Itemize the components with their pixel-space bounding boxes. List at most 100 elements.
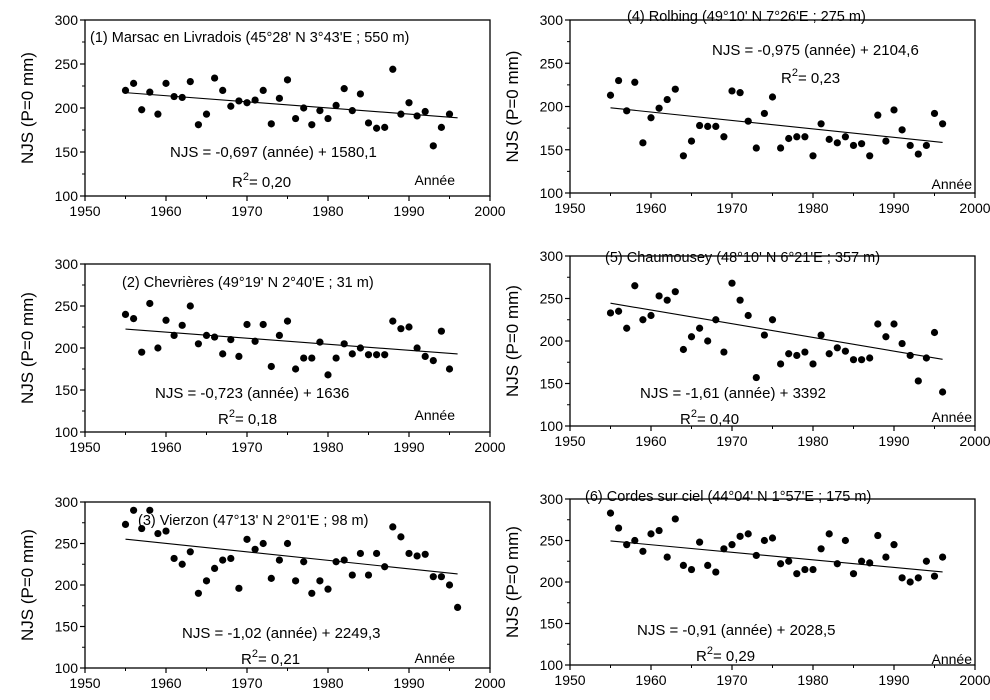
x-tick-label: 1960	[150, 675, 181, 691]
r-squared-label: R2= 0,21	[241, 648, 300, 668]
data-point	[275, 556, 283, 564]
y-tick-label: 200	[540, 99, 564, 115]
data-point	[267, 574, 275, 582]
data-point	[170, 92, 178, 101]
data-point	[647, 530, 655, 538]
data-point	[121, 520, 130, 529]
data-point	[381, 563, 389, 571]
data-point	[429, 357, 437, 365]
x-tick-label: 2000	[474, 203, 505, 219]
data-point	[720, 545, 728, 553]
x-tick-label: 1990	[878, 433, 909, 449]
data-point	[922, 354, 931, 362]
data-point	[413, 112, 421, 120]
y-axis-label: NJS (P=0 mm)	[18, 52, 37, 164]
trend-line	[610, 540, 943, 573]
data-point	[785, 350, 793, 358]
data-point	[777, 560, 785, 568]
data-point	[300, 354, 308, 362]
data-point	[809, 360, 817, 368]
data-point	[194, 589, 202, 597]
y-tick-label: 200	[540, 333, 564, 349]
y-tick-label: 300	[540, 248, 564, 264]
data-point	[211, 564, 219, 573]
data-point	[283, 317, 292, 325]
data-point	[663, 296, 671, 304]
data-point	[606, 509, 615, 517]
data-point	[389, 523, 397, 531]
data-point	[858, 140, 866, 148]
data-point	[833, 560, 841, 568]
data-point	[381, 351, 389, 359]
data-point	[817, 120, 825, 128]
data-point	[744, 530, 752, 538]
data-point	[405, 323, 413, 331]
x-tick-label: 1950	[69, 203, 100, 219]
data-point	[138, 348, 146, 356]
data-point	[373, 351, 381, 359]
x-tick-label: 1950	[554, 433, 585, 449]
data-point	[162, 79, 170, 87]
data-point	[324, 585, 332, 593]
data-point	[389, 65, 397, 73]
data-point	[631, 536, 639, 545]
data-point	[768, 534, 777, 542]
x-tick-label: 1960	[635, 200, 666, 216]
y-tick-label: 150	[55, 619, 79, 635]
data-point	[687, 565, 696, 574]
data-point	[202, 110, 211, 118]
data-point	[623, 107, 631, 115]
data-point	[373, 549, 381, 558]
x-tick-label: 1980	[797, 433, 828, 449]
data-point	[906, 141, 914, 150]
x-tick-label: 1960	[150, 439, 181, 455]
data-point	[146, 299, 154, 308]
data-point	[704, 561, 712, 570]
data-point	[914, 377, 922, 385]
regression-equation: NJS = -0,91 (année) + 2028,5	[637, 622, 835, 639]
data-point	[348, 350, 356, 358]
data-point	[259, 539, 267, 548]
r-squared-value: = 0,20	[249, 174, 291, 191]
panel-5: 1950 1960 1970 1980 1990 2000 100 150 200 250 300 N…	[503, 248, 990, 449]
data-point	[437, 327, 445, 335]
data-point	[130, 79, 138, 87]
data-point	[259, 86, 267, 94]
data-point	[866, 152, 874, 160]
y-tick-label: 300	[540, 491, 564, 507]
y-axis-label: NJS (P=0 mm)	[18, 529, 37, 641]
r-squared-label: R2= 0,29	[696, 645, 755, 665]
data-point	[259, 320, 267, 329]
data-point	[631, 282, 639, 290]
data-point	[696, 324, 704, 332]
data-point	[760, 331, 769, 339]
data-point	[760, 109, 769, 118]
x-tick-label: 1970	[231, 439, 262, 455]
data-point	[833, 139, 841, 147]
x-tick-label: 1990	[878, 200, 909, 216]
data-point	[663, 95, 671, 104]
y-tick-label: 150	[55, 382, 79, 398]
regression-equation: NJS = -1,61 (année) + 3392	[640, 385, 826, 402]
data-point	[752, 373, 760, 382]
data-point	[687, 137, 696, 145]
x-tick-label: 1980	[312, 439, 343, 455]
y-tick-label: 100	[540, 418, 564, 434]
data-point	[922, 557, 931, 565]
data-point	[178, 321, 186, 329]
y-tick-label: 150	[540, 616, 564, 632]
data-point	[793, 570, 801, 578]
data-point	[445, 365, 454, 373]
data-point	[752, 144, 760, 152]
trend-line	[610, 107, 943, 143]
data-point	[744, 311, 752, 320]
regression-equation: NJS = -1,02 (année) + 2249,3	[182, 625, 380, 642]
x-tick-label: 1980	[797, 200, 828, 216]
data-point	[939, 553, 947, 561]
data-point	[324, 371, 332, 379]
data-point	[655, 292, 663, 300]
y-tick-label: 200	[540, 574, 564, 590]
data-point	[736, 296, 744, 304]
data-point	[275, 331, 283, 339]
